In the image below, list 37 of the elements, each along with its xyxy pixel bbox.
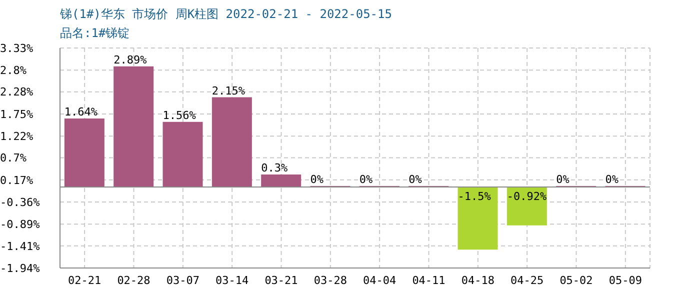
y-tick-label: 3.33% bbox=[0, 42, 34, 55]
chart-title: 锑(1#)华东 市场价 周K柱图 2022-02-21 - 2022-05-15 bbox=[60, 6, 392, 23]
x-tick-label: 03-07 bbox=[166, 274, 200, 287]
data-label: -1.5% bbox=[458, 190, 492, 204]
x-tick-label: 04-18 bbox=[461, 274, 494, 287]
y-tick-label: 2.8% bbox=[0, 64, 27, 78]
y-tick-label: 0.17% bbox=[0, 174, 34, 187]
x-tick-label: 02-21 bbox=[68, 274, 102, 287]
y-tick-label: -0.89% bbox=[0, 218, 40, 232]
x-tick-label: 03-21 bbox=[264, 274, 298, 287]
data-label: 0% bbox=[556, 173, 570, 186]
y-tick-label: -0.36% bbox=[0, 196, 40, 209]
chart-subtitle: 品名:1#锑锭 bbox=[60, 25, 130, 42]
data-label: -0.92% bbox=[506, 190, 548, 204]
data-label: 2.15% bbox=[212, 84, 246, 98]
x-tick-label: 05-09 bbox=[608, 274, 642, 287]
x-tick-label: 04-25 bbox=[510, 274, 544, 287]
y-tick-label: 0.7% bbox=[0, 152, 27, 165]
x-tick-label: 03-28 bbox=[314, 274, 347, 287]
x-tick-label: 02-28 bbox=[117, 274, 150, 287]
x-tick-label: 03-14 bbox=[216, 274, 250, 287]
data-label: 0% bbox=[408, 173, 422, 186]
data-label: 0.3% bbox=[261, 161, 288, 174]
data-label: 0% bbox=[605, 173, 619, 186]
data-label: 0% bbox=[310, 173, 324, 186]
y-tick-label: 1.22% bbox=[0, 130, 34, 143]
x-tick-label: 04-04 bbox=[363, 274, 397, 287]
y-tick-label: -1.41% bbox=[0, 240, 40, 253]
y-tick-label: -1.94% bbox=[0, 262, 40, 275]
y-tick-label: 2.28% bbox=[0, 86, 34, 99]
data-label: 1.56% bbox=[162, 108, 196, 122]
x-tick-label: 05-02 bbox=[560, 274, 593, 287]
data-label: 1.64% bbox=[64, 106, 98, 119]
x-tick-label: 04-11 bbox=[412, 274, 446, 287]
data-label: 0% bbox=[359, 173, 374, 186]
data-label: 2.89% bbox=[114, 53, 148, 66]
y-tick-label: 1.75% bbox=[0, 108, 34, 121]
